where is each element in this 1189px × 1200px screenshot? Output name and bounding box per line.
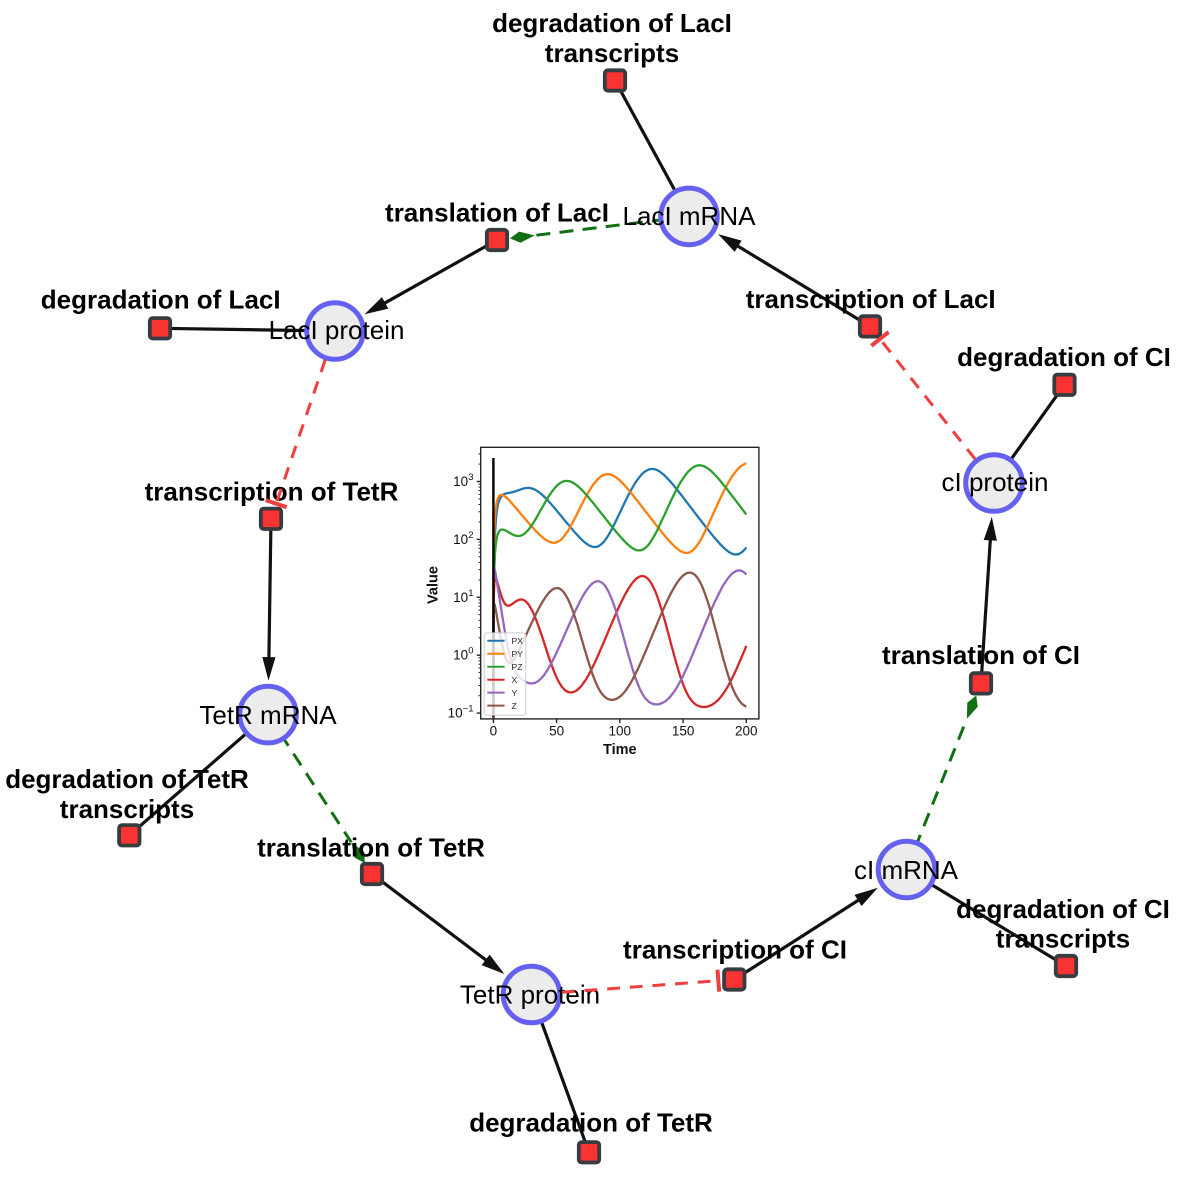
svg-text:degradation of LacI: degradation of LacI (41, 285, 281, 315)
svg-text:degradation of CI: degradation of CI (957, 342, 1171, 372)
svg-text:transcripts: transcripts (60, 794, 194, 824)
svg-text:10−1: 10−1 (448, 704, 474, 721)
svg-text:Time: Time (603, 742, 637, 758)
svg-text:TetR protein: TetR protein (460, 980, 600, 1010)
svg-text:translation of LacI: translation of LacI (385, 197, 609, 227)
svg-text:translation of TetR: translation of TetR (257, 833, 485, 863)
svg-text:100: 100 (453, 646, 473, 663)
svg-text:150: 150 (672, 724, 695, 739)
svg-text:X: X (512, 675, 518, 685)
svg-text:Z: Z (512, 701, 517, 711)
svg-text:LacI protein: LacI protein (269, 315, 405, 345)
svg-text:103: 103 (453, 472, 473, 489)
svg-text:100: 100 (609, 724, 632, 739)
svg-text:degradation of TetR: degradation of TetR (5, 764, 249, 794)
svg-text:102: 102 (453, 530, 473, 547)
svg-text:degradation of CI: degradation of CI (956, 894, 1170, 924)
svg-text:transcripts: transcripts (545, 38, 679, 68)
svg-text:PX: PX (512, 636, 524, 646)
svg-text:PZ: PZ (512, 662, 523, 672)
svg-text:degradation of TetR: degradation of TetR (469, 1108, 713, 1138)
svg-text:cI protein: cI protein (942, 467, 1049, 497)
svg-text:transcripts: transcripts (996, 924, 1130, 954)
svg-text:0: 0 (490, 724, 498, 739)
svg-text:degradation of LacI: degradation of LacI (492, 8, 732, 38)
svg-text:transcription of LacI: transcription of LacI (746, 284, 996, 314)
svg-text:cI mRNA: cI mRNA (854, 855, 959, 885)
svg-text:TetR mRNA: TetR mRNA (199, 700, 337, 730)
svg-text:LacI mRNA: LacI mRNA (623, 201, 757, 231)
svg-text:101: 101 (453, 588, 473, 605)
svg-text:PY: PY (512, 649, 524, 659)
svg-text:transcription of CI: transcription of CI (623, 935, 847, 965)
svg-text:200: 200 (735, 724, 758, 739)
svg-text:translation of CI: translation of CI (882, 640, 1080, 670)
svg-text:Value: Value (425, 566, 441, 604)
svg-text:50: 50 (549, 724, 564, 739)
svg-text:Y: Y (512, 688, 518, 698)
